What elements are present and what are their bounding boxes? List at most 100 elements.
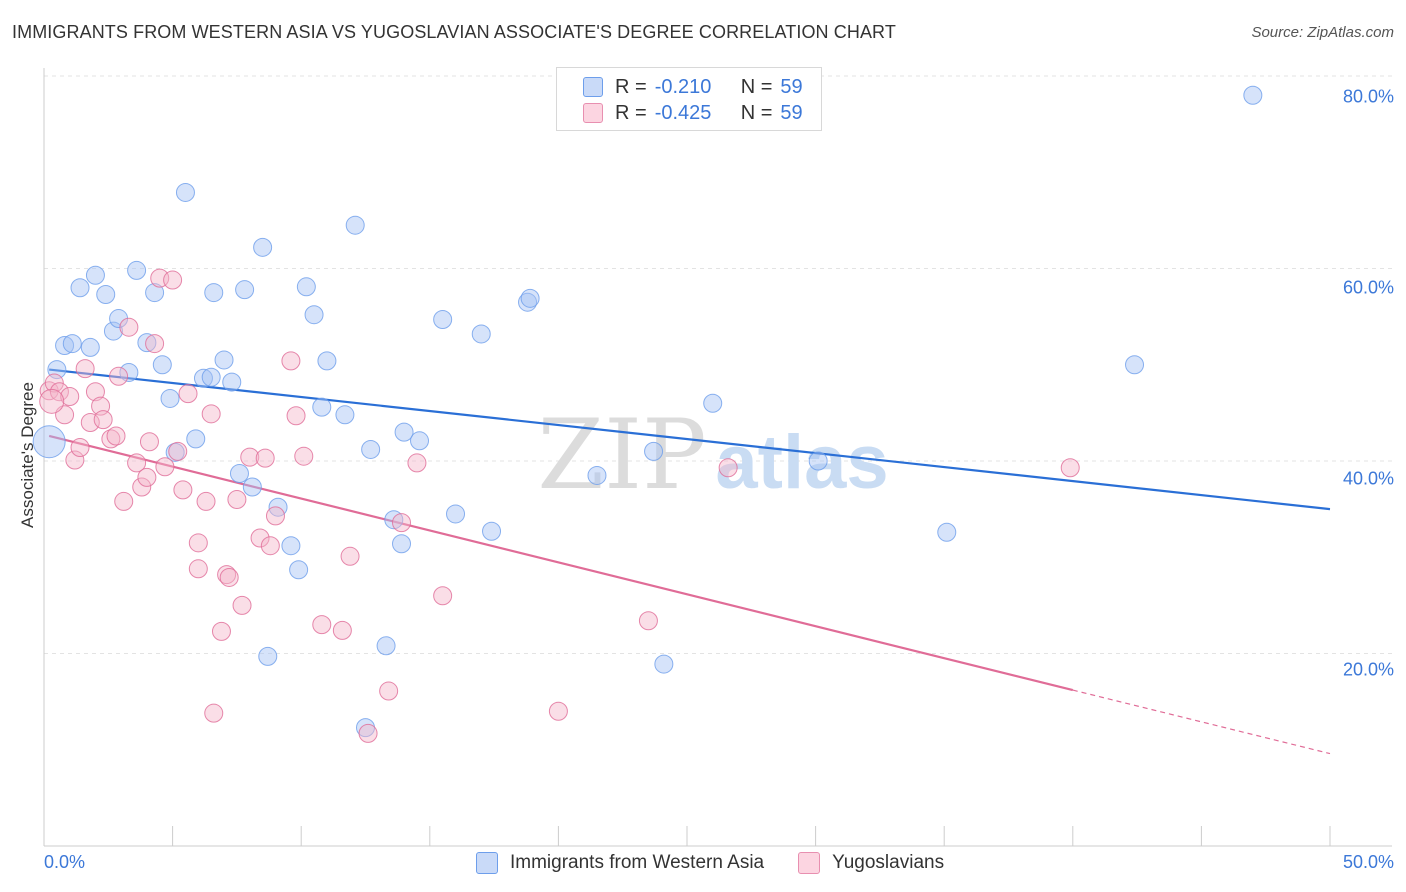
yugoslavian-point xyxy=(75,359,95,379)
yugoslavian-point xyxy=(93,410,113,430)
western-asia-point xyxy=(312,397,332,417)
western-asia-point xyxy=(376,636,396,656)
yugoslavian-point xyxy=(188,559,208,579)
yugoslavian-point xyxy=(294,446,314,466)
watermark-zip: ZIP xyxy=(537,399,706,511)
western-asia-point xyxy=(808,451,828,471)
yugoslavian-point xyxy=(201,404,221,424)
yugoslavian-point xyxy=(232,595,252,615)
western-asia-point xyxy=(361,439,381,459)
western-asia-point xyxy=(1243,85,1263,105)
western-asia-point xyxy=(235,280,255,300)
legend-n-value: 59 xyxy=(780,75,803,98)
yugoslavian-point xyxy=(312,615,332,635)
yugoslavian-point xyxy=(265,506,285,526)
legend-item-yugoslavians[interactable]: Yugoslavians xyxy=(798,852,944,874)
legend-r-value: -0.210 xyxy=(654,75,712,98)
yugoslavian-point xyxy=(638,611,658,631)
western-asia-point xyxy=(392,534,412,554)
series-legend: Immigrants from Western Asia Yugoslavian… xyxy=(476,852,978,874)
y-tick-20: 20.0% xyxy=(1342,659,1394,680)
yugoslavian-point xyxy=(39,388,65,414)
western-asia-point xyxy=(119,362,139,382)
yugoslavian-point xyxy=(168,441,188,461)
yugoslavian-point xyxy=(127,453,147,473)
y-axis-label: Associate's Degree xyxy=(18,382,37,528)
western-asia-point xyxy=(85,265,105,285)
yugoslavian-point xyxy=(219,567,239,587)
legend-item-western-asia[interactable]: Immigrants from Western Asia xyxy=(476,852,764,874)
yugoslavian-point xyxy=(60,387,80,407)
western-asia-point xyxy=(471,324,491,344)
yugoslavian-point xyxy=(379,681,399,701)
y-tick-60: 60.0% xyxy=(1342,277,1394,298)
yugoslavian-point xyxy=(286,406,306,426)
western-asia-point xyxy=(175,182,195,202)
y-tick-80: 80.0% xyxy=(1342,86,1394,107)
yugoslavian-point xyxy=(70,438,90,458)
western-asia-point xyxy=(193,368,213,388)
legend-r-label: R = xyxy=(615,101,647,124)
legend-n-label: N = xyxy=(740,101,773,124)
source-label: Source: ZipAtlas.com xyxy=(1251,24,1394,41)
yugoslavian-point xyxy=(281,351,301,371)
yugoslavian-point xyxy=(211,621,231,641)
western-asia-point xyxy=(242,477,262,497)
western-asia-point xyxy=(289,560,309,580)
yugoslavian-point xyxy=(718,458,738,478)
western-asia-point xyxy=(937,522,957,542)
western-asia-point xyxy=(137,333,157,353)
yugoslavian-trend-line xyxy=(48,434,1074,692)
yugoslavian-point xyxy=(155,457,175,477)
yugoslavian-point xyxy=(548,701,568,721)
x-tick-min: 0.0% xyxy=(44,852,86,872)
yugoslavian-point xyxy=(137,467,157,487)
western-asia-point xyxy=(587,465,607,485)
western-asia-point xyxy=(335,405,355,425)
yugoslavian-point xyxy=(188,533,208,553)
western-asia-point xyxy=(1125,355,1145,375)
legend-row-western-asia: R = -0.210 N = 59 xyxy=(583,76,803,98)
legend-swatch-blue xyxy=(476,852,498,874)
western-asia-point xyxy=(520,288,540,308)
legend-label: Yugoslavians xyxy=(832,852,945,873)
yugoslavian-point xyxy=(178,384,198,404)
yugoslavian-point xyxy=(101,429,121,449)
western-asia-trend-line xyxy=(49,368,1331,511)
western-asia-point xyxy=(644,441,664,461)
yugoslavian-point xyxy=(332,620,352,640)
watermark-atlas: atlas xyxy=(715,420,888,505)
yugoslavian-point xyxy=(119,317,139,337)
stats-legend: R = -0.210 N = 59 R = -0.425 N = 59 xyxy=(556,67,822,131)
western-asia-point xyxy=(304,305,324,325)
western-asia-point xyxy=(160,388,180,408)
y-tick-40: 40.0% xyxy=(1342,468,1394,489)
yugoslavian-point xyxy=(163,270,183,290)
yugoslavian-point xyxy=(407,453,427,473)
western-asia-point xyxy=(152,355,172,375)
yugoslavian-point xyxy=(139,432,159,452)
yugoslavian-point xyxy=(255,448,275,468)
yugoslavian-point xyxy=(240,447,260,467)
western-asia-point xyxy=(654,654,674,674)
western-asia-point xyxy=(222,372,242,392)
western-asia-point xyxy=(394,422,414,442)
x-tick-max: 50.0% xyxy=(1342,852,1394,872)
legend-swatch-pink xyxy=(798,852,821,874)
yugoslavian-point xyxy=(109,366,129,386)
chart-title: IMMIGRANTS FROM WESTERN ASIA VS YUGOSLAV… xyxy=(12,22,896,42)
yugoslavian-point xyxy=(250,528,270,548)
western-asia-point xyxy=(446,504,466,524)
legend-row-yugoslavians: R = -0.425 N = 59 xyxy=(583,102,803,124)
legend-r-label: R = xyxy=(615,75,647,98)
legend-n-label: N = xyxy=(740,75,773,98)
western-asia-point xyxy=(103,321,123,341)
yugoslavian-point xyxy=(227,490,247,509)
western-asia-point xyxy=(80,337,100,357)
western-asia-point xyxy=(281,536,301,556)
western-asia-point xyxy=(482,521,502,541)
western-asia-point xyxy=(253,237,273,257)
legend-n-value: 59 xyxy=(780,101,803,124)
yugoslavian-point xyxy=(65,450,85,470)
